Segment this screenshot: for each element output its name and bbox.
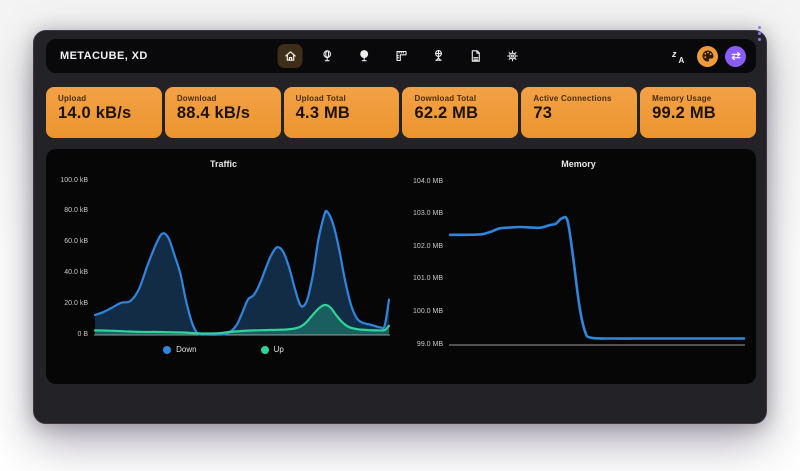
legend-dot: [163, 345, 172, 354]
y-tick-label: 100.0 kB: [60, 176, 88, 184]
nav-config[interactable]: [500, 44, 525, 68]
y-tick-label: 80.0 kB: [64, 207, 88, 215]
legend-dot: [260, 345, 269, 354]
stat-download: Download 88.4 kB/s: [164, 87, 281, 138]
globe-pedestal-icon: [434, 50, 442, 61]
stat-label: Download Total: [414, 94, 477, 103]
stat-memory-usage: Memory Usage 99.2 MB: [640, 87, 756, 138]
stat-label: Download: [176, 94, 217, 103]
memory-chart: Memory 104.0 MB 103.0 MB 102.0 MB 101.0 MB 1…: [401, 149, 756, 384]
y-tick-label: 104.0 MB: [413, 177, 443, 185]
connections-switch-button[interactable]: [725, 45, 746, 67]
language-toggle-button[interactable]: z A: [668, 45, 690, 67]
charts-panel: Traffic 100.0 kB 80.0 kB 60.0 kB 40.0 kB 20.…: [46, 149, 756, 384]
document-icon: [471, 50, 480, 62]
y-tick-label: 102.0 MB: [413, 242, 443, 250]
swap-arrows-icon: [731, 51, 740, 61]
stat-value: 88.4 kB/s: [176, 104, 251, 122]
svg-text:A: A: [679, 56, 685, 65]
stat-value: 14.0 kB/s: [58, 104, 132, 122]
home-icon: [284, 51, 296, 61]
y-tick-label: 20.0 kB: [64, 299, 88, 307]
stat-upload-total: Upload Total 4.3 MB: [283, 87, 400, 138]
translate-icon: z A: [671, 49, 685, 65]
traffic-plot: [94, 209, 390, 336]
y-tick-label: 101.0 MB: [413, 275, 443, 283]
legend-item-up[interactable]: Up: [260, 345, 284, 354]
nav-overview[interactable]: [277, 44, 303, 68]
stat-value: 99.2 MB: [652, 104, 716, 122]
stat-label: Active Connections: [533, 94, 612, 103]
app-title[interactable]: METACUBE, XD: [60, 50, 148, 62]
stat-upload: Upload 14.0 kB/s: [46, 87, 162, 138]
stat-value: 73: [533, 104, 553, 122]
chart-title: Traffic: [209, 159, 237, 169]
theme-button[interactable]: [697, 45, 718, 67]
stat-value: 62.2 MB: [414, 104, 479, 122]
gear-icon: [506, 50, 518, 62]
y-tick-label: 103.0 MB: [413, 210, 443, 218]
globe-stand-icon: [322, 50, 331, 62]
header-actions: z A: [668, 45, 746, 67]
y-tick-label: 60.0 kB: [64, 238, 88, 246]
legend-label: Down: [176, 345, 197, 354]
ruler-corner-icon: [395, 50, 407, 62]
palette-icon: [702, 50, 713, 62]
nav-connections[interactable]: [426, 44, 451, 68]
chart-legend: Down Up: [46, 345, 401, 354]
stat-value: 4.3 MB: [295, 104, 351, 122]
memory-plot: [449, 215, 745, 346]
stat-download-total: Download Total 62.2 MB: [402, 87, 519, 138]
stat-label: Memory Usage: [652, 94, 712, 103]
stat-label: Upload Total: [295, 94, 346, 103]
header-bar: METACUBE, XD: [46, 39, 756, 73]
y-axis-ticks: 104.0 MB 103.0 MB 102.0 MB 101.0 MB 100.0 MB…: [401, 177, 449, 349]
y-axis-ticks: 100.0 kB 80.0 kB 60.0 kB 40.0 kB 20.0 kB 0 B: [46, 176, 94, 339]
app-window: METACUBE, XD: [33, 26, 767, 424]
y-tick-label: 40.0 kB: [64, 268, 88, 276]
stat-active-connections: Active Connections 73: [521, 87, 638, 138]
nav-bar: [277, 44, 525, 68]
svg-text:z: z: [671, 49, 677, 59]
stat-label: Upload: [58, 94, 87, 103]
nav-logs[interactable]: [463, 44, 488, 68]
nav-proxy-providers[interactable]: [352, 44, 377, 68]
nav-proxies[interactable]: [315, 44, 340, 68]
scrollbar-dots[interactable]: [756, 24, 763, 43]
traffic-chart: Traffic 100.0 kB 80.0 kB 60.0 kB 40.0 kB 20.…: [46, 149, 401, 384]
y-tick-label: 0 B: [77, 330, 88, 338]
legend-label: Up: [273, 345, 284, 354]
stats-bar: Upload 14.0 kB/s Download 88.4 kB/s Uplo…: [46, 87, 756, 138]
globe-stand-filled-icon: [359, 50, 368, 62]
y-tick-label: 99.0 MB: [416, 340, 443, 348]
legend-item-down[interactable]: Down: [163, 345, 197, 354]
chart-title: Memory: [561, 159, 596, 169]
y-tick-label: 100.0 MB: [413, 307, 443, 315]
nav-rules[interactable]: [389, 44, 414, 68]
